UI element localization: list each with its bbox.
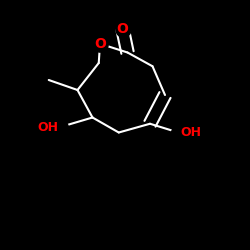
- Text: OH: OH: [38, 121, 59, 134]
- Text: O: O: [116, 22, 128, 36]
- Text: O: O: [94, 37, 106, 51]
- Text: OH: OH: [180, 126, 201, 140]
